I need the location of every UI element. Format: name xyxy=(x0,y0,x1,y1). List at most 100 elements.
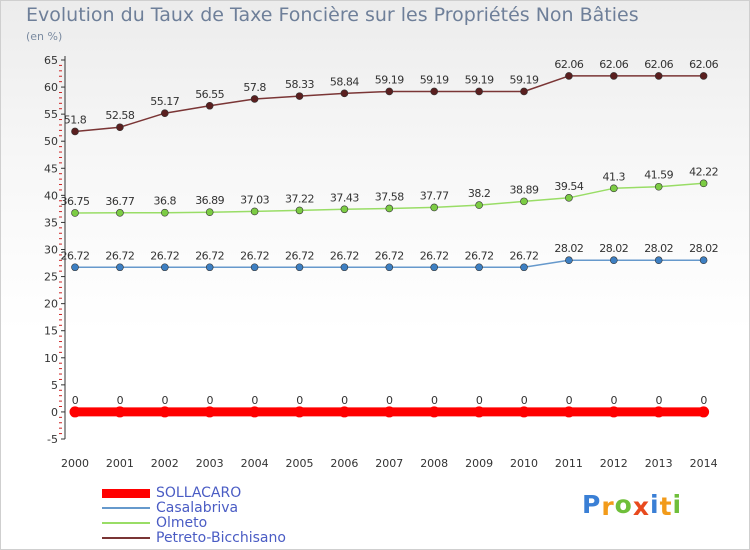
y-tick-label: 40 xyxy=(44,189,58,202)
data-point xyxy=(338,406,350,418)
data-point xyxy=(69,406,81,418)
data-point xyxy=(520,87,528,96)
x-tick-label: 2007 xyxy=(375,457,403,470)
proxiti-logo: Proxiti xyxy=(582,490,683,521)
data-label: 26.72 xyxy=(105,249,134,262)
data-point xyxy=(473,406,485,418)
data-point xyxy=(295,92,304,100)
legend-swatch-casalabriva xyxy=(102,507,150,509)
legend-swatch-sollacaro xyxy=(102,488,150,498)
data-label: 28.02 xyxy=(554,242,583,255)
data-label: 0 xyxy=(72,394,79,407)
x-tick-label: 2011 xyxy=(555,457,583,470)
logo-letter: t xyxy=(659,492,673,521)
y-tick-label: 50 xyxy=(44,135,58,148)
x-tick-label: 2001 xyxy=(106,457,134,470)
data-labels-layer: 51.8 52.58 55.17 56.55 57.8 58.33 58.84 59.19 59… xyxy=(61,58,720,407)
data-point xyxy=(383,406,395,418)
data-label: 59.19 xyxy=(420,73,449,86)
logo-letter: r xyxy=(601,492,615,521)
data-point xyxy=(205,263,214,272)
data-label: 51.8 xyxy=(64,113,87,126)
data-label: 26.72 xyxy=(240,249,269,262)
data-point xyxy=(340,263,349,272)
data-point xyxy=(609,72,618,80)
y-tick-label: 25 xyxy=(44,271,58,284)
x-tick-label: 2014 xyxy=(690,457,718,470)
data-label: 59.19 xyxy=(375,73,404,86)
data-label: 26.72 xyxy=(330,249,359,262)
data-point xyxy=(71,127,79,136)
series-olmeto xyxy=(71,179,708,217)
legend-item-casalabriva: Casalabriva xyxy=(102,501,238,515)
data-label: 62.06 xyxy=(599,58,628,71)
y-tick-label: 0 xyxy=(51,406,58,419)
data-point xyxy=(699,72,708,80)
x-tick-label: 2004 xyxy=(241,457,269,470)
data-point xyxy=(205,208,214,216)
legend-swatch-olmeto xyxy=(102,522,150,524)
y-tick-label: -5 xyxy=(47,433,58,446)
data-point xyxy=(385,87,394,96)
data-label: 55.17 xyxy=(150,95,179,108)
data-label: 41.3 xyxy=(603,170,626,183)
data-point xyxy=(71,209,79,217)
data-label: 0 xyxy=(206,394,213,407)
data-label: 26.72 xyxy=(465,249,494,262)
data-point xyxy=(654,72,663,80)
data-label: 41.59 xyxy=(644,169,673,182)
data-label: 36.75 xyxy=(61,195,90,208)
y-tick-label: 65 xyxy=(44,54,58,67)
data-point xyxy=(520,197,528,206)
data-label: 0 xyxy=(341,394,348,407)
data-label: 38.89 xyxy=(510,183,539,196)
data-point xyxy=(430,87,439,96)
data-label: 0 xyxy=(386,394,393,407)
data-point xyxy=(161,109,169,118)
data-label: 0 xyxy=(162,394,169,407)
data-point xyxy=(565,256,573,265)
data-point xyxy=(518,406,530,418)
data-label: 0 xyxy=(431,394,438,407)
data-point xyxy=(565,72,573,80)
data-point xyxy=(430,263,439,272)
series-casalabriva xyxy=(71,256,708,272)
x-tick-label: 2002 xyxy=(151,457,179,470)
y-tick-label: 5 xyxy=(51,379,58,392)
chart-title: Evolution du Taux de Taxe Foncière sur l… xyxy=(26,4,639,26)
y-tick-label: 55 xyxy=(44,108,58,121)
data-point xyxy=(699,256,708,265)
data-label: 0 xyxy=(117,394,124,407)
data-label: 59.19 xyxy=(465,73,494,86)
data-label: 26.72 xyxy=(510,249,539,262)
x-tick-label: 2003 xyxy=(196,457,224,470)
data-label: 0 xyxy=(566,394,573,407)
data-label: 28.02 xyxy=(599,242,628,255)
data-point xyxy=(609,184,618,193)
data-label: 0 xyxy=(700,394,707,407)
data-label: 28.02 xyxy=(689,242,718,255)
data-point xyxy=(249,406,261,418)
data-point xyxy=(116,209,124,217)
data-point xyxy=(475,87,483,96)
data-label: 26.72 xyxy=(420,249,449,262)
data-point xyxy=(204,406,216,418)
data-point xyxy=(565,194,573,202)
series-sollacaro xyxy=(69,406,710,418)
data-point xyxy=(698,406,710,418)
data-label: 58.33 xyxy=(285,78,314,91)
data-point xyxy=(340,89,349,98)
logo-letter: i xyxy=(672,490,683,519)
y-tick-label: 45 xyxy=(44,162,58,175)
legend-label-petreto-bicchisano: Petreto-Bicchisano xyxy=(156,530,286,546)
legend-item-petreto-bicchisano: Petreto-Bicchisano xyxy=(102,531,286,545)
x-tick-label: 2005 xyxy=(286,457,314,470)
legend-swatch-petreto-bicchisano xyxy=(102,537,150,539)
y-tick-label: 15 xyxy=(44,325,58,338)
x-tick-label: 2012 xyxy=(600,457,628,470)
y-axis-unit-label: (en %) xyxy=(26,30,63,43)
data-label: 38.2 xyxy=(468,187,491,200)
data-label: 0 xyxy=(521,394,528,407)
data-label: 26.72 xyxy=(285,249,314,262)
